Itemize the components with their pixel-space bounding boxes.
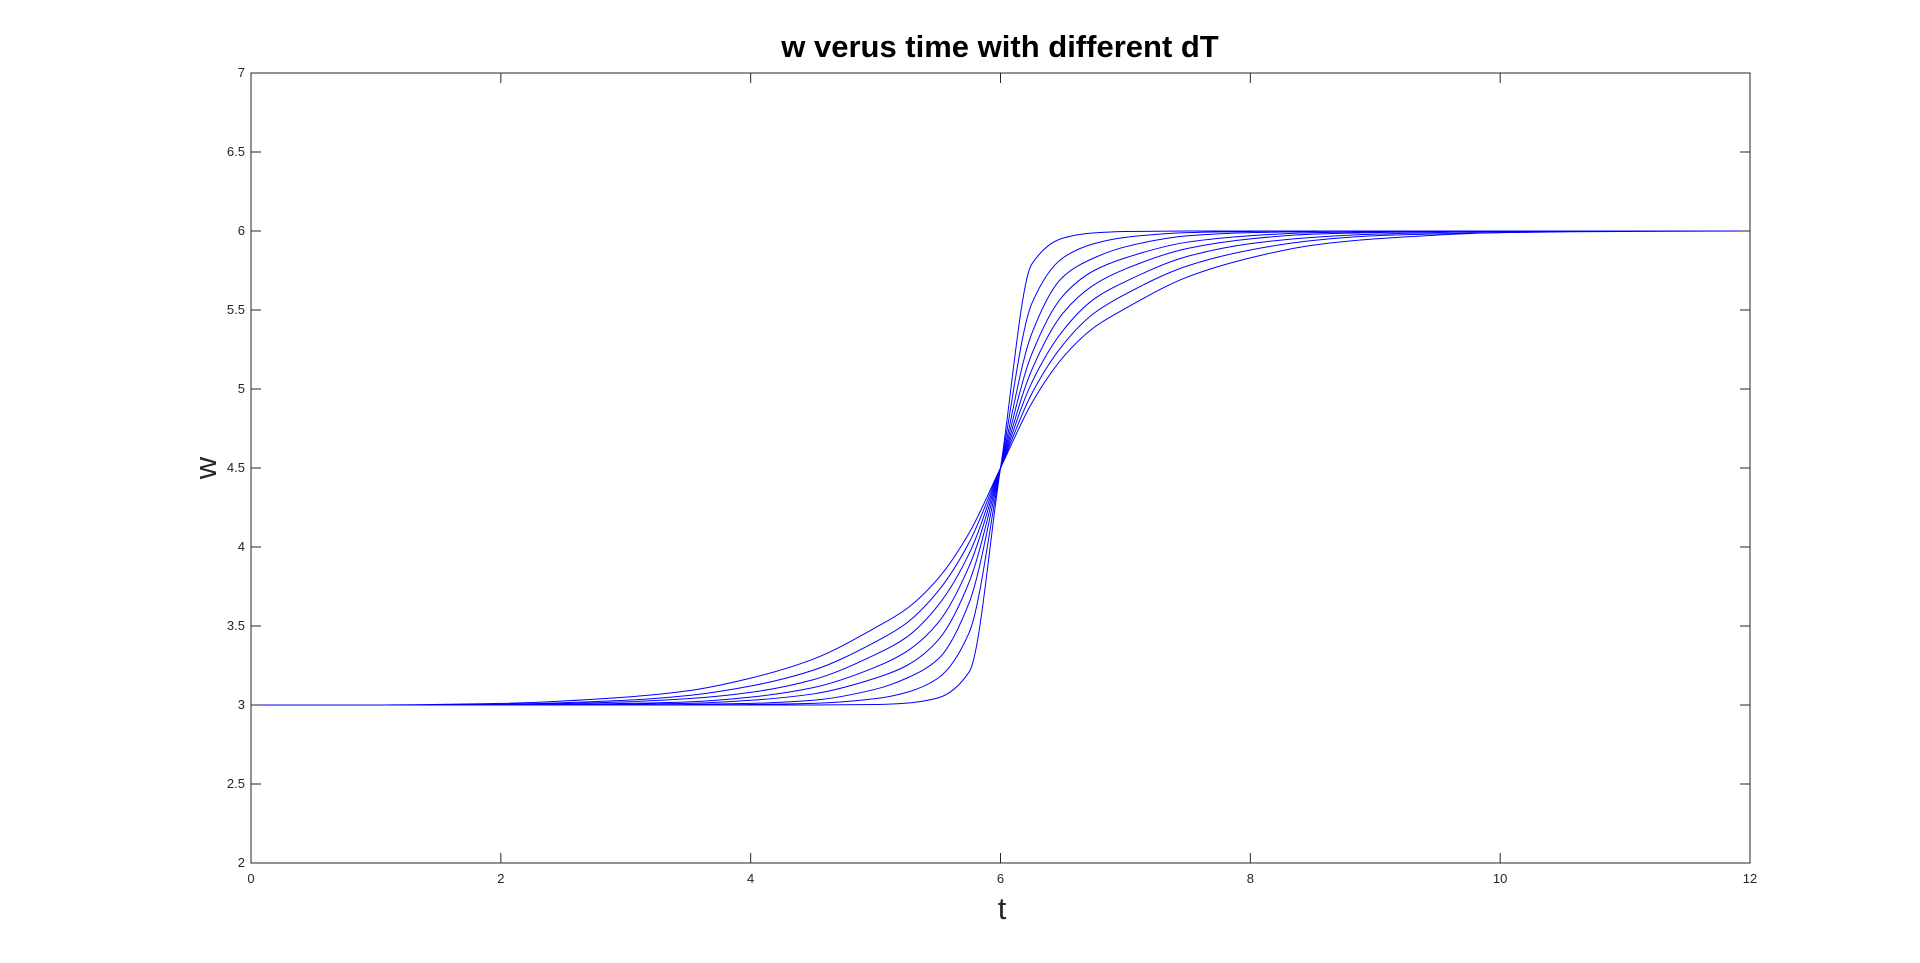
x-tick-label: 2 (497, 871, 504, 886)
x-tick-label: 10 (1493, 871, 1507, 886)
series-line-8 (251, 230, 1751, 706)
y-axis-label: w (188, 456, 223, 480)
x-axis-label: t (998, 891, 1007, 926)
x-tick-label: 4 (747, 871, 754, 886)
series-layer (251, 230, 1751, 706)
y-tick-label: 2.5 (227, 776, 245, 791)
x-tick-label: 0 (247, 871, 254, 886)
y-tick-label: 6 (238, 223, 245, 238)
y-tick-label: 5.5 (227, 302, 245, 317)
x-tick-label: 12 (1743, 871, 1757, 886)
x-tick-label: 6 (997, 871, 1004, 886)
y-tick-label: 6.5 (227, 144, 245, 159)
y-tick-label: 5 (238, 381, 245, 396)
y-tick-label: 2 (238, 855, 245, 870)
y-tick-label: 7 (238, 65, 245, 80)
y-tick-label: 3.5 (227, 618, 245, 633)
y-tick-label: 3 (238, 697, 245, 712)
x-tick-label: 8 (1247, 871, 1254, 886)
y-tick-label: 4 (238, 539, 245, 554)
y-tick-label: 4.5 (227, 460, 245, 475)
chart-title: w verus time with different dT (780, 29, 1219, 64)
